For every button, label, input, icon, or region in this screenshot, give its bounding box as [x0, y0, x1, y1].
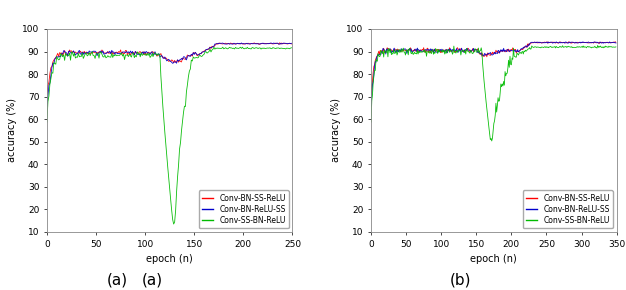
Text: (b): (b) [449, 272, 471, 287]
Legend: Conv-BN-SS-ReLU, Conv-BN-ReLU-SS, Conv-SS-BN-ReLU: Conv-BN-SS-ReLU, Conv-BN-ReLU-SS, Conv-S… [523, 191, 613, 228]
Y-axis label: accuracy (%): accuracy (%) [6, 99, 16, 162]
Legend: Conv-BN-SS-ReLU, Conv-BN-ReLU-SS, Conv-SS-BN-ReLU: Conv-BN-SS-ReLU, Conv-BN-ReLU-SS, Conv-S… [198, 191, 289, 228]
Text: (a): (a) [141, 272, 163, 287]
X-axis label: epoch (n): epoch (n) [471, 254, 517, 264]
Text: (a): (a) [106, 272, 128, 287]
X-axis label: epoch (n): epoch (n) [146, 254, 193, 264]
Y-axis label: accuracy (%): accuracy (%) [331, 99, 341, 162]
